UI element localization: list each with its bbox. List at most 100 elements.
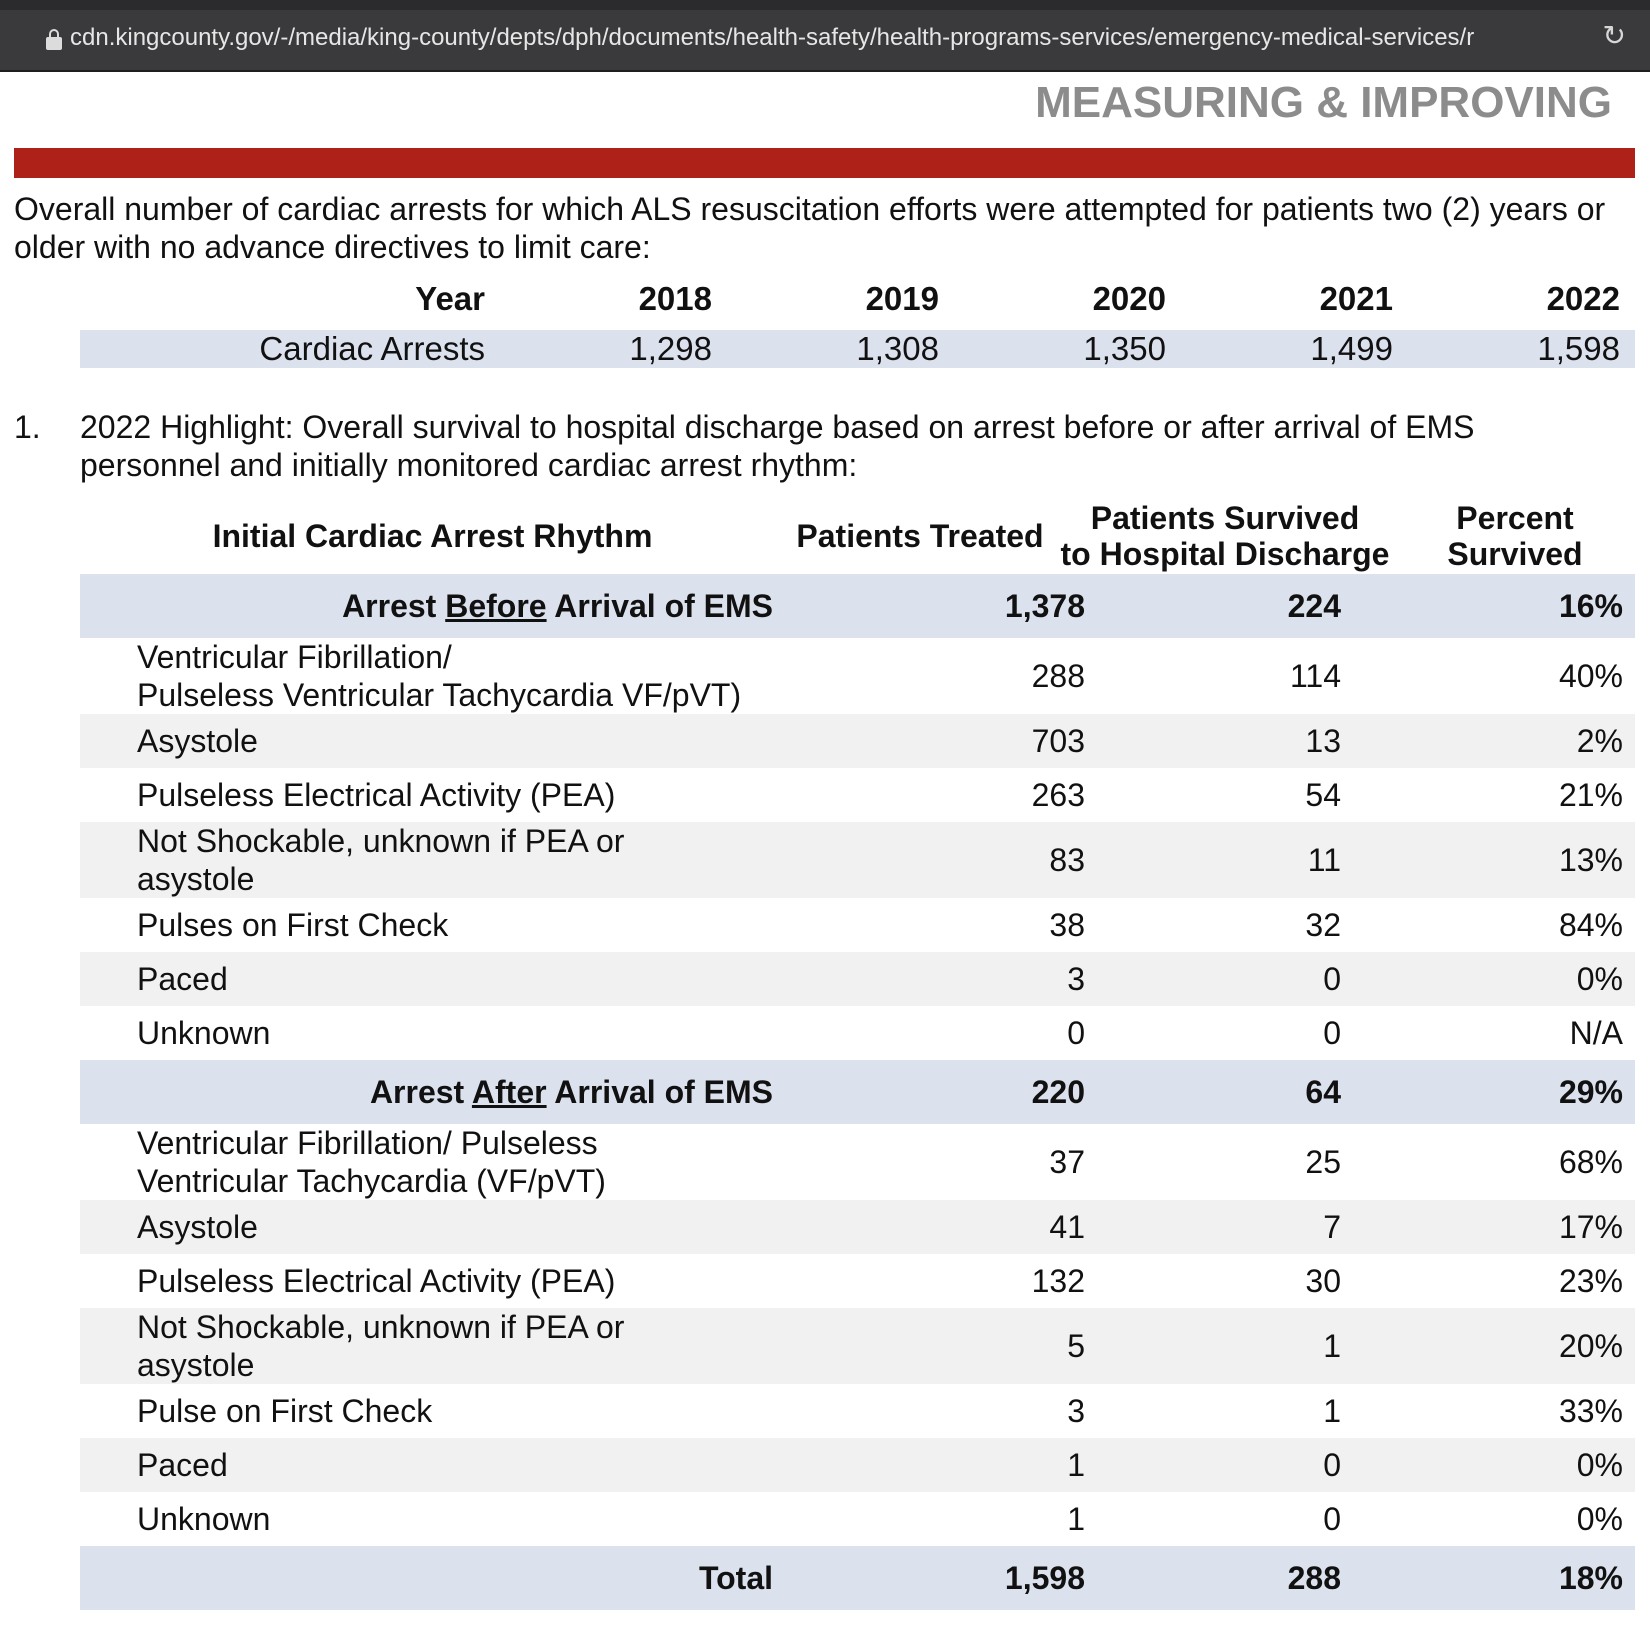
cardiac-arrests-row: Cardiac Arrests 1,298 1,308 1,350 1,499 …	[80, 330, 1635, 368]
table-row: Pulse on First Check 3 1 33%	[80, 1384, 1635, 1438]
after-ems-group-row: Arrest After Arrival of EMS 220 64 29%	[80, 1060, 1635, 1124]
rhythm-label-line: Asystole	[137, 723, 258, 759]
rhythm-label: Not Shockable, unknown if PEA or asystole	[80, 822, 785, 898]
rhythm-label-line: Pulseless Ventricular Tachycardia VF/pVT…	[137, 677, 742, 713]
percent-survived-cell: 29%	[1558, 1074, 1623, 1110]
percent-survived-cell: 21%	[1558, 777, 1623, 813]
rhythm-label: Paced	[80, 1446, 785, 1484]
rhythm-label-line: Unknown	[137, 1015, 271, 1051]
year-cell: 2022	[1546, 280, 1620, 317]
patients-treated-cell: 83	[1049, 842, 1085, 878]
patients-treated-cell: 0	[1067, 1015, 1085, 1051]
value-cell: 1,298	[629, 330, 712, 367]
patients-survived-cell: 32	[1305, 907, 1341, 943]
patients-treated-cell: 1	[1067, 1447, 1085, 1483]
patients-treated-cell: 41	[1049, 1209, 1085, 1245]
patients-treated-cell: 288	[1031, 658, 1085, 694]
patients-survived-cell: 0	[1323, 1501, 1341, 1537]
year-table-header: Year 2018 2019 2020 2021 2022	[80, 276, 1635, 322]
rhythm-label-line: Paced	[137, 961, 228, 997]
patients-survived-cell: 54	[1305, 777, 1341, 813]
patients-treated-cell: 220	[1031, 1074, 1085, 1110]
rhythm-label-line: Pulseless Electrical Activity (PEA)	[137, 777, 616, 813]
percent-survived-cell: 23%	[1558, 1263, 1623, 1299]
table-row: Not Shockable, unknown if PEA or asystole…	[80, 822, 1635, 898]
highlight-text: 2022 Highlight: Overall survival to hosp…	[80, 409, 1475, 483]
percent-survived-cell: N/A	[1569, 1015, 1623, 1051]
rhythm-label-line: Ventricular Fibrillation/ Pulseless	[137, 1125, 598, 1161]
rhythm-label: Not Shockable, unknown if PEA or asystole	[80, 1308, 785, 1384]
rhythm-label-line: Asystole	[137, 1209, 258, 1245]
table-row: Unknown 0 0 N/A	[80, 1006, 1635, 1060]
patients-survived-cell: 13	[1305, 723, 1341, 759]
percent-survived-cell: 0%	[1576, 1447, 1623, 1483]
intro-paragraph: Overall number of cardiac arrests for wh…	[14, 191, 1606, 265]
patients-treated-cell: 5	[1067, 1328, 1085, 1364]
percent-survived-cell: 0%	[1576, 961, 1623, 997]
year-header-label: Year	[415, 280, 485, 317]
rhythm-label-line: Pulse on First Check	[137, 1393, 433, 1429]
table-row: Not Shockable, unknown if PEA or asystole…	[80, 1308, 1635, 1384]
header-treated: Patients Treated	[796, 518, 1044, 554]
total-row: Total 1,598 288 18%	[80, 1546, 1635, 1610]
percent-survived-cell: 0%	[1576, 1501, 1623, 1537]
patients-survived-cell: 1	[1323, 1393, 1341, 1429]
value-cell: 1,350	[1083, 330, 1166, 367]
patients-treated-cell: 1,598	[1004, 1560, 1085, 1596]
percent-survived-cell: 16%	[1558, 588, 1623, 624]
header-survived: Patients Survived to Hospital Discharge	[1055, 500, 1395, 572]
rhythm-label-line: Paced	[137, 1447, 228, 1483]
row-label: Cardiac Arrests	[259, 330, 485, 367]
rhythm-label-line: asystole	[137, 1347, 255, 1383]
rhythm-label: Pulseless Electrical Activity (PEA)	[80, 1262, 785, 1300]
year-cell: 2020	[1092, 280, 1166, 317]
patients-survived-cell: 1	[1323, 1328, 1341, 1364]
header-divider-bar	[14, 148, 1635, 178]
rhythm-label: Paced	[80, 960, 785, 998]
page-heading: MEASURING & IMPROVING	[1035, 78, 1612, 127]
reload-icon[interactable]: ↻	[1602, 20, 1626, 51]
group-label-emphasis: Before	[445, 588, 547, 624]
table-row: Ventricular Fibrillation/Pulseless Ventr…	[80, 638, 1635, 714]
table-row: Asystole 703 13 2%	[80, 714, 1635, 768]
group-label-pre: Arrest	[369, 1074, 472, 1110]
total-label: Total	[698, 1560, 773, 1596]
patients-survived-cell: 0	[1323, 1447, 1341, 1483]
patients-treated-cell: 37	[1049, 1144, 1085, 1180]
patients-treated-cell: 132	[1031, 1263, 1085, 1299]
group-label-pre: Arrest	[342, 588, 446, 624]
patients-survived-cell: 0	[1323, 1015, 1341, 1051]
browser-address-bar[interactable]: cdn.kingcounty.gov/-/media/king-county/d…	[0, 0, 1650, 72]
percent-survived-cell: 40%	[1558, 658, 1623, 694]
header-percent-line2: Survived	[1447, 536, 1583, 572]
group-label-emphasis: After	[471, 1074, 547, 1110]
url-text[interactable]: cdn.kingcounty.gov/-/media/king-county/d…	[70, 24, 1475, 51]
percent-survived-cell: 17%	[1558, 1209, 1623, 1245]
rhythm-label: Ventricular Fibrillation/Pulseless Ventr…	[80, 638, 785, 714]
patients-survived-cell: 0	[1323, 961, 1341, 997]
patients-survived-cell: 64	[1305, 1074, 1341, 1110]
percent-survived-cell: 68%	[1558, 1144, 1623, 1180]
rhythm-label: Asystole	[80, 1208, 785, 1246]
list-number: 1.	[14, 409, 41, 445]
patients-survived-cell: 7	[1323, 1209, 1341, 1245]
percent-survived-cell: 84%	[1558, 907, 1623, 943]
patients-survived-cell: 288	[1287, 1560, 1341, 1596]
table-row: Asystole 41 7 17%	[80, 1200, 1635, 1254]
patients-survived-cell: 224	[1287, 588, 1341, 624]
patients-survived-cell: 114	[1289, 658, 1341, 694]
cardiac-arrests-by-year-table: Year 2018 2019 2020 2021 2022 Cardiac Ar…	[80, 276, 1635, 368]
patients-survived-cell: 11	[1307, 842, 1341, 878]
rhythm-label: Pulse on First Check	[80, 1392, 785, 1430]
patients-treated-cell: 38	[1049, 907, 1085, 943]
group-label: Arrest Before Arrival of EMS	[80, 587, 785, 625]
rhythm-label-line: Pulseless Electrical Activity (PEA)	[137, 1263, 616, 1299]
header-rhythm: Initial Cardiac Arrest Rhythm	[212, 518, 653, 554]
header-percent: Percent Survived	[1395, 500, 1635, 572]
patients-treated-cell: 3	[1067, 1393, 1085, 1429]
value-cell: 1,308	[856, 330, 939, 367]
rhythm-label: Unknown	[80, 1014, 785, 1052]
header-percent-line1: Percent	[1456, 500, 1574, 536]
survival-table-header: Initial Cardiac Arrest Rhythm Patients T…	[80, 498, 1635, 574]
rhythm-label: Unknown	[80, 1500, 785, 1538]
